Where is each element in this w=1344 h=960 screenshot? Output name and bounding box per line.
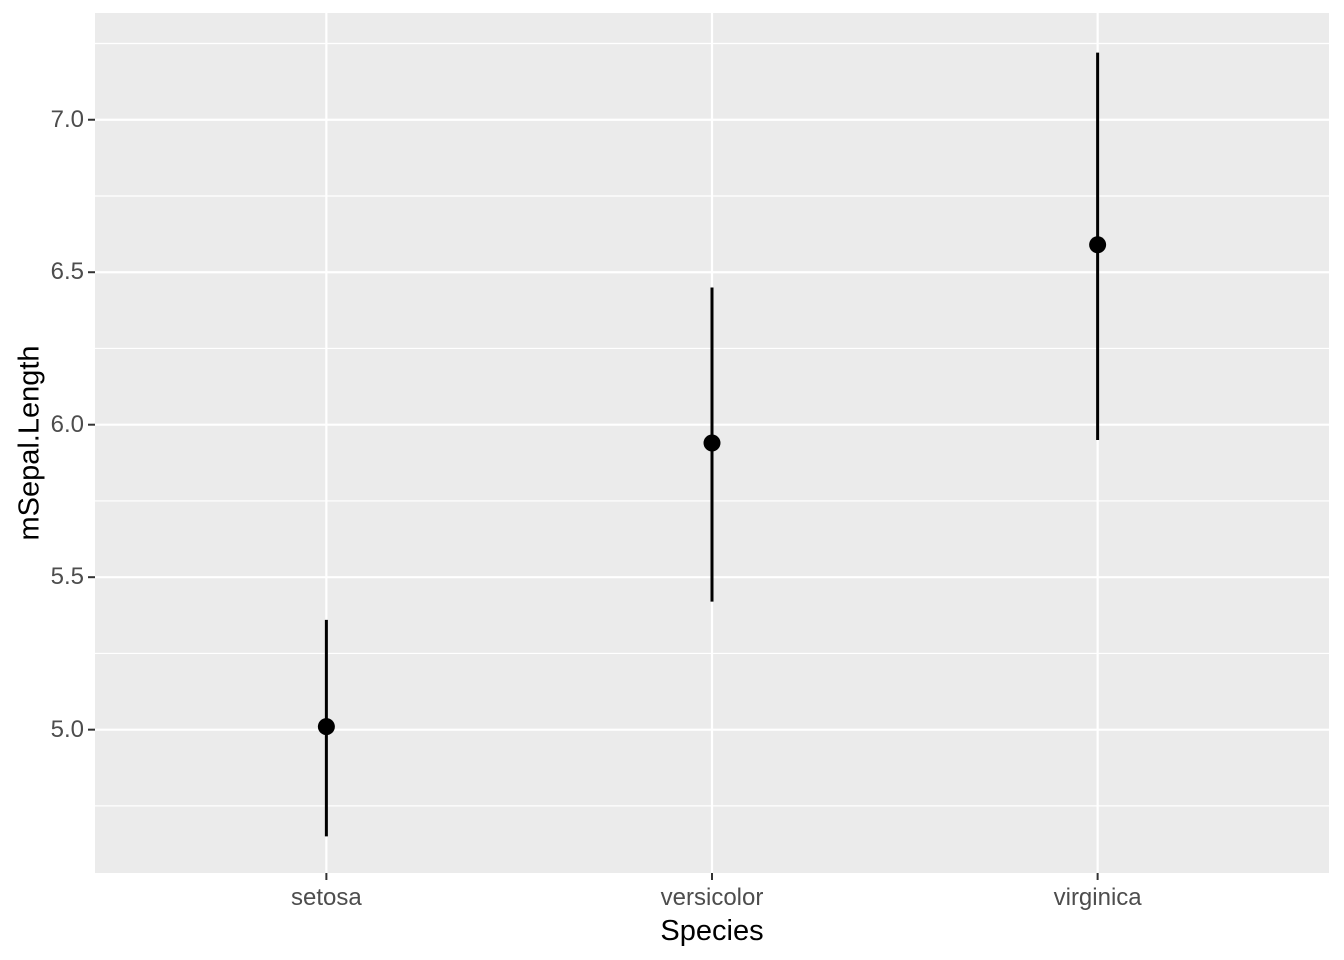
- x-tick-label-versicolor: versicolor: [660, 884, 764, 911]
- x-axis-title: Species: [660, 915, 764, 947]
- x-tick-label-virginica: virginica: [1053, 884, 1142, 911]
- point-virginica: [1089, 236, 1107, 254]
- y-tick-label-5.0: 5.0: [50, 715, 84, 743]
- x-tick-label-setosa: setosa: [291, 884, 362, 911]
- y-tick-label-6.0: 6.0: [50, 410, 84, 438]
- y-tick-label-5.5: 5.5: [50, 563, 84, 591]
- point-setosa: [317, 718, 335, 736]
- y-tick-label-6.5: 6.5: [50, 258, 84, 286]
- point-versicolor: [703, 434, 721, 452]
- y-axis-title: mSepal.Length: [13, 345, 46, 541]
- y-tick-label-7.0: 7.0: [50, 105, 84, 133]
